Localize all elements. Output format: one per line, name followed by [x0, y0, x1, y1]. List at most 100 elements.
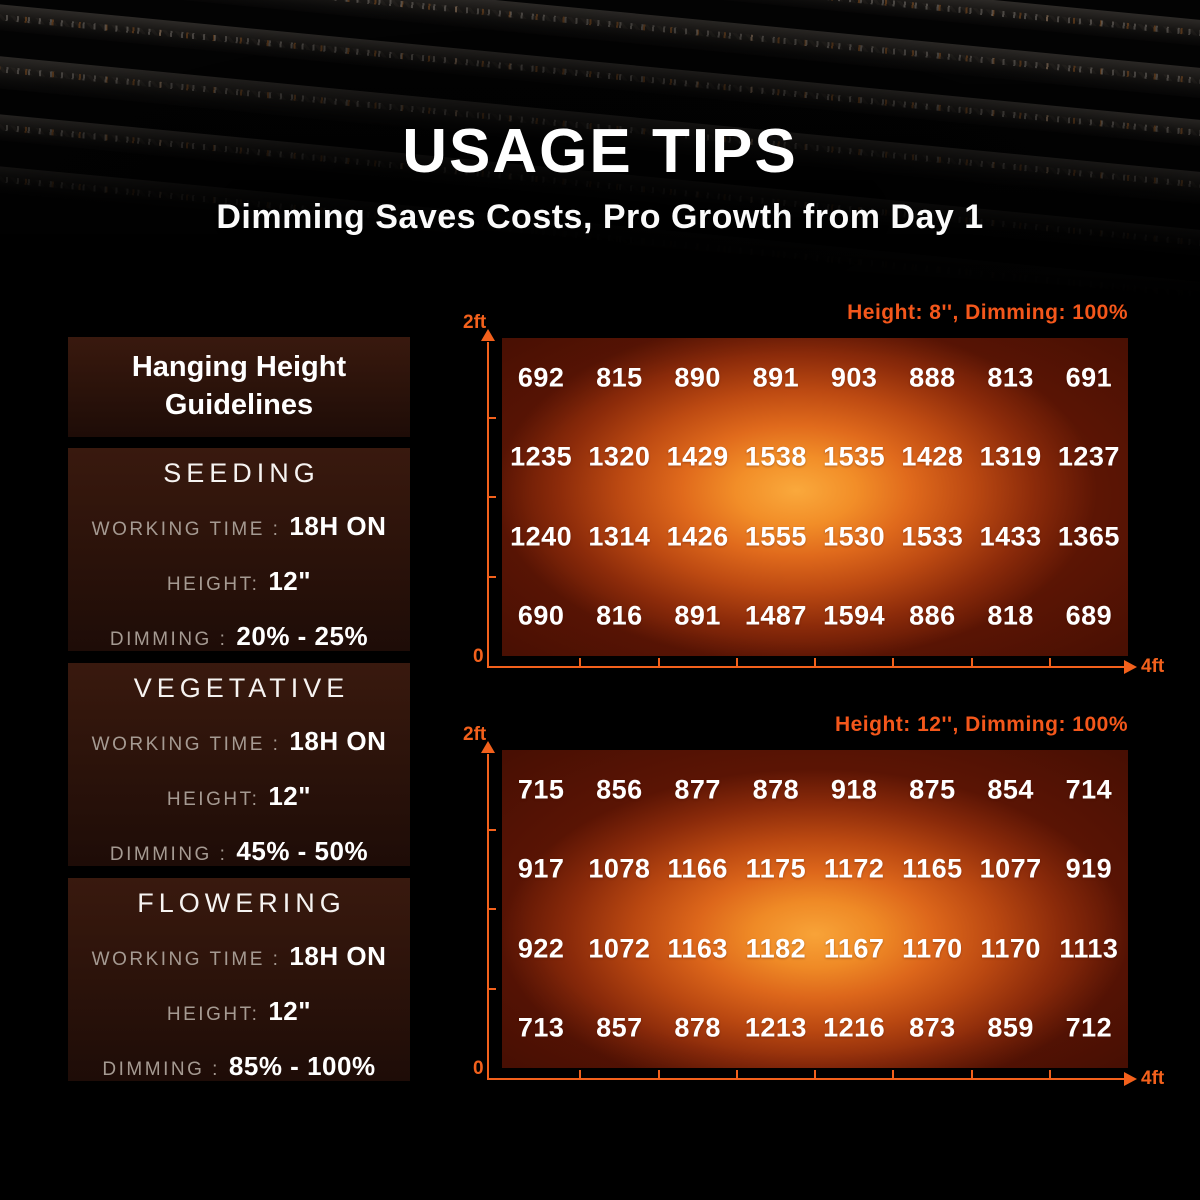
y-axis-arrow-icon	[481, 329, 495, 341]
ppfd-value: 1428	[901, 441, 964, 472]
ppfd-value: 917	[517, 853, 565, 884]
ppfd-value: 1170	[902, 933, 963, 964]
origin-label: 0	[473, 1058, 484, 1079]
y-axis-max-label: 2ft	[463, 724, 487, 745]
page-subtitle: Dimming Saves Costs, Pro Growth from Day…	[216, 198, 984, 236]
origin-label: 0	[473, 646, 484, 667]
ppfd-chart-12in: Height: 12'', Dimming: 100% 2ft 715 856 87…	[460, 708, 1200, 1110]
ppfd-value: 1166	[667, 853, 728, 884]
ppfd-value: 690	[517, 600, 565, 631]
ppfd-value: 715	[517, 774, 565, 805]
x-axis-tick	[579, 1070, 582, 1078]
ppfd-value: 1113	[1059, 933, 1119, 964]
x-axis-tick	[657, 1070, 660, 1078]
x-axis-line	[488, 666, 1124, 668]
ppfd-value: 1555	[744, 521, 807, 552]
x-axis-tick	[814, 658, 816, 666]
stage-row: DIMMING : 45% - 50%	[110, 836, 368, 871]
photo-fade-overlay	[0, 0, 1200, 300]
ppfd-value: 1072	[588, 933, 651, 964]
y-axis-arrow-icon	[481, 741, 495, 753]
y-axis-line	[487, 754, 489, 1080]
y-axis-tick	[488, 575, 496, 578]
ppfd-value: 713	[517, 1012, 565, 1043]
ppfd-heatmap: 715 856 877 878 918 875 854 714 917 1078 1166 1175 1…	[502, 750, 1128, 1068]
ppfd-value: 1182	[745, 933, 807, 964]
x-axis-tick	[657, 658, 660, 666]
row-label: HEIGHT:	[166, 789, 260, 810]
ppfd-value: 1077	[979, 853, 1042, 884]
stage-row: DIMMING : 20% - 25%	[110, 621, 368, 656]
ppfd-value: 1213	[744, 1012, 807, 1043]
row-label: WORKING TIME :	[91, 519, 281, 540]
x-axis-tick	[735, 1070, 738, 1078]
row-value: 12"	[268, 566, 312, 596]
ppfd-value: 1320	[588, 441, 651, 472]
ppfd-value: 1535	[823, 441, 886, 472]
ppfd-value: 891	[674, 600, 721, 631]
ppfd-value: 875	[909, 774, 956, 805]
row-label: HEIGHT:	[166, 574, 260, 595]
ppfd-value: 816	[596, 600, 643, 631]
ppfd-value: 891	[752, 362, 800, 393]
ppfd-value: 919	[1065, 853, 1113, 884]
ppfd-value: 1235	[510, 441, 573, 472]
stage-title: SEEDING	[163, 458, 320, 488]
ppfd-value: 859	[987, 1012, 1034, 1043]
row-value: 12"	[268, 996, 312, 1026]
page-title: USAGE TIPS	[402, 117, 798, 186]
x-axis-tick	[970, 658, 973, 666]
ppfd-value: 818	[987, 600, 1034, 631]
ppfd-value: 1426	[666, 521, 729, 552]
row-label: DIMMING :	[109, 844, 228, 865]
ppfd-value: 1167	[823, 933, 885, 964]
grow-light-photo: USAGE TIPS Dimming Saves Costs, Pro Grow…	[0, 0, 1200, 300]
ppfd-value: 1530	[823, 521, 886, 552]
chart-caption: Height: 8'', Dimming: 100%	[847, 301, 1128, 324]
ppfd-value: 1240	[510, 521, 573, 552]
ppfd-value: 888	[909, 362, 956, 393]
stage-row: HEIGHT: 12"	[167, 996, 311, 1031]
ppfd-value: 1165	[902, 853, 963, 884]
ppfd-value: 1216	[823, 1012, 886, 1043]
x-axis-tick	[814, 1070, 816, 1078]
ppfd-value: 873	[909, 1012, 956, 1043]
ppfd-value: 815	[596, 362, 643, 393]
x-axis-tick	[1048, 658, 1051, 666]
row-label: DIMMING :	[102, 1059, 220, 1080]
ppfd-value: 714	[1065, 774, 1113, 805]
row-value: 12"	[268, 781, 312, 811]
ppfd-value: 1365	[1057, 521, 1120, 552]
guidelines-header: Hanging Height Guidelines	[68, 337, 410, 437]
x-axis-max-label: 4ft	[1141, 656, 1165, 677]
x-axis-tick	[892, 658, 895, 666]
guidelines-title: Hanging Height Guidelines	[131, 351, 347, 421]
ppfd-value: 1594	[823, 600, 886, 631]
y-axis-tick	[488, 828, 496, 831]
ppfd-value: 1538	[744, 441, 807, 472]
row-label: WORKING TIME :	[91, 734, 281, 755]
x-axis-arrow-icon	[1124, 1072, 1137, 1086]
stage-title: VEGETATIVE	[133, 673, 350, 703]
y-axis-tick	[488, 416, 496, 419]
ppfd-value: 1237	[1057, 441, 1120, 472]
x-axis-tick	[970, 1070, 973, 1078]
ppfd-value: 886	[909, 600, 956, 631]
ppfd-value: 813	[987, 362, 1034, 393]
stage-card-vegetative: VEGETATIVE WORKING TIME : 18H ON HEIGHT: 1…	[68, 663, 410, 866]
chart-caption: Height: 12'', Dimming: 100%	[834, 713, 1128, 736]
ppfd-value: 1487	[744, 600, 807, 631]
ppfd-value: 691	[1065, 362, 1113, 393]
ppfd-value: 877	[674, 774, 721, 805]
x-axis-tick	[735, 658, 738, 666]
stage-row: HEIGHT: 12"	[167, 781, 311, 816]
x-axis-tick	[892, 1070, 895, 1078]
ppfd-chart-8in: Height: 8'', Dimming: 100% 2ft 692 815 890…	[460, 296, 1200, 698]
ppfd-value: 903	[830, 362, 878, 393]
ppfd-value: 854	[987, 774, 1034, 805]
stage-row: WORKING TIME : 18H ON	[92, 726, 387, 761]
ppfd-value: 878	[674, 1012, 721, 1043]
y-axis-tick	[488, 496, 496, 498]
x-axis-arrow-icon	[1124, 660, 1137, 674]
